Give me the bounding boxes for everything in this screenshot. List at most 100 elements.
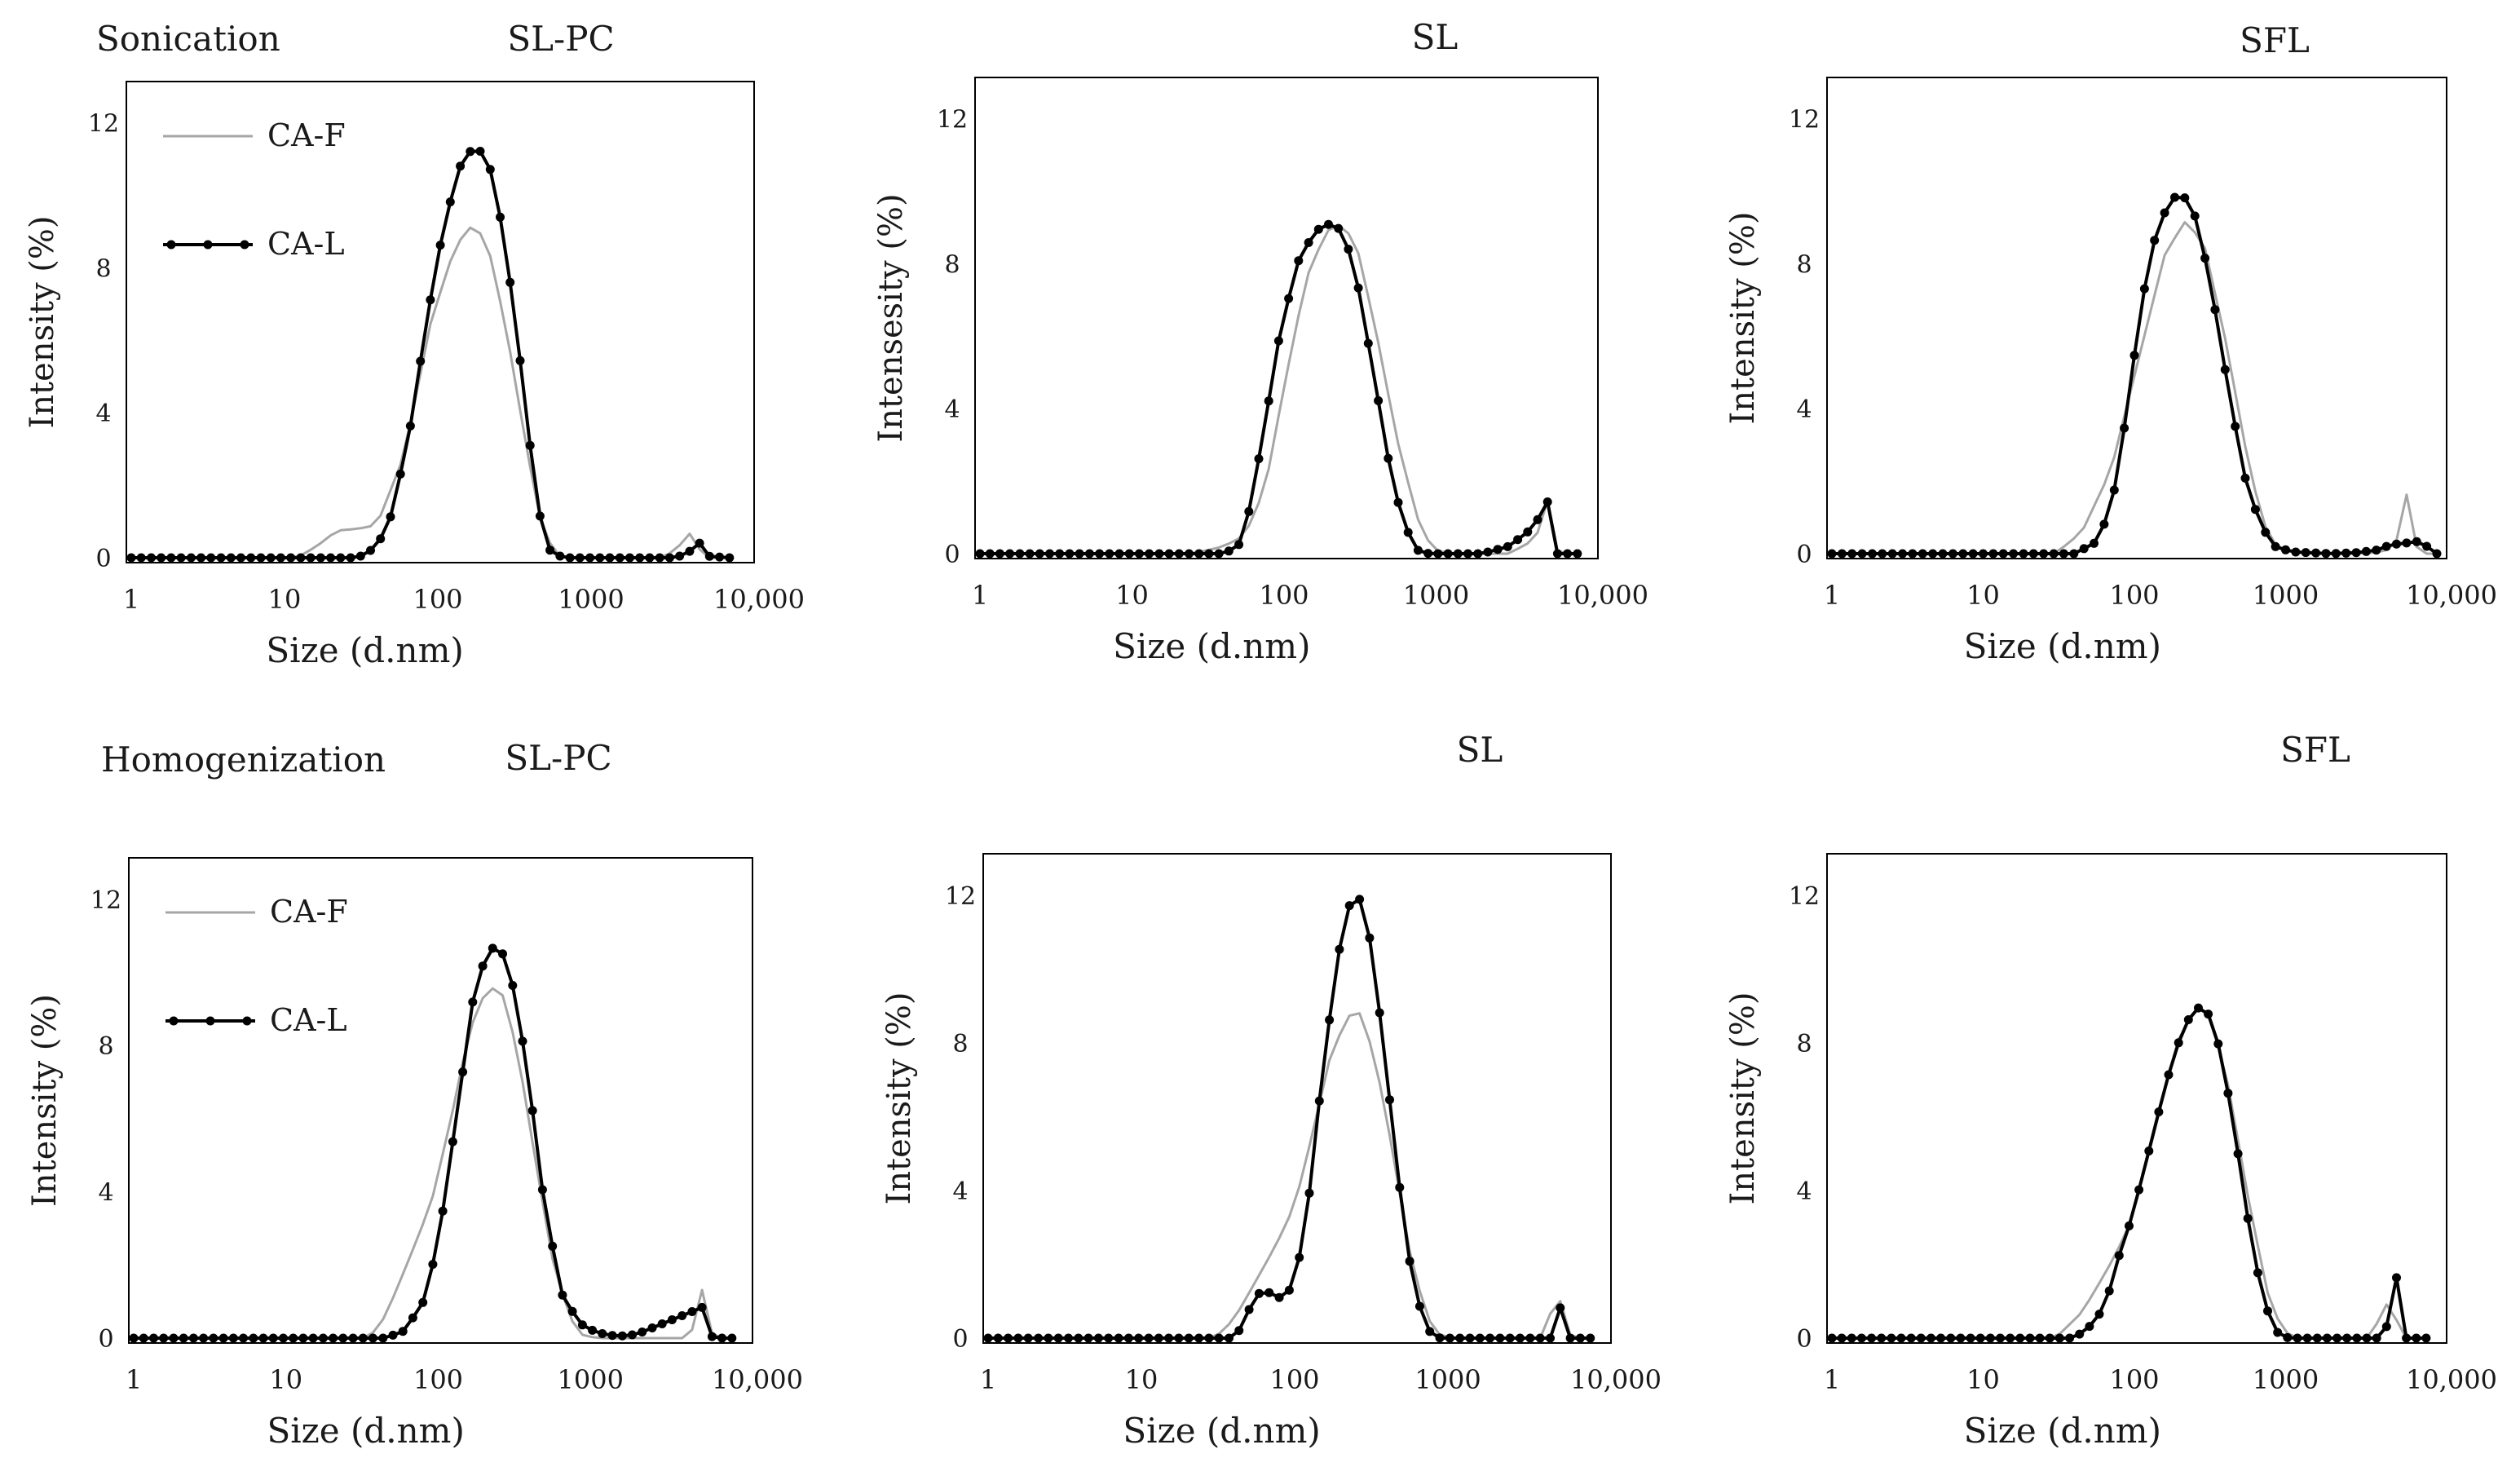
data-point-ca-l [1185, 549, 1194, 559]
data-point-ca-l [308, 1333, 318, 1343]
data-point-ca-l [985, 549, 995, 559]
y-tick-label: 0 [1796, 1325, 1812, 1354]
data-point-ca-l [993, 1333, 1003, 1343]
data-point-ca-l [369, 1333, 377, 1343]
data-point-ca-l [1013, 1333, 1023, 1343]
data-point-ca-l [1114, 1333, 1123, 1343]
data-point-ca-l [1055, 549, 1065, 559]
data-point-ca-l [1035, 549, 1044, 559]
data-point-ca-l [2361, 546, 2371, 556]
y-tick-label: 12 [945, 882, 976, 911]
data-point-ca-l [1095, 549, 1105, 559]
series-line-ca-f [1832, 1005, 2426, 1340]
data-point-ca-l [1552, 549, 1562, 559]
data-point-ca-l [2322, 1333, 2332, 1343]
data-point-ca-l [2352, 1333, 2362, 1343]
data-point-ca-l [1335, 944, 1344, 954]
data-point-ca-l [2180, 193, 2190, 203]
data-point-ca-l [1503, 541, 1512, 551]
x-tick-label: 1 [1824, 1364, 1840, 1395]
data-point-ca-l [289, 1333, 298, 1343]
data-point-ca-l [2025, 1333, 2035, 1343]
data-point-ca-l [2291, 547, 2301, 557]
y-tick-label: 0 [944, 541, 960, 569]
y-tick-label: 4 [98, 1179, 113, 1208]
data-point-ca-l [2170, 192, 2179, 202]
data-point-ca-l [129, 1333, 139, 1343]
data-point-ca-l [1513, 535, 1523, 545]
x-tick-label: 1000 [2253, 580, 2319, 611]
data-point-ca-l [169, 1333, 179, 1343]
data-point-ca-l [2243, 1213, 2253, 1223]
legend-marker-ca-l [166, 240, 176, 250]
data-point-ca-l [1575, 1333, 1585, 1343]
data-point-ca-l [1453, 549, 1463, 559]
data-point-ca-l [1857, 549, 1867, 559]
data-point-ca-l [2293, 1333, 2302, 1343]
data-point-ca-l [2099, 519, 2109, 529]
data-point-ca-l [1204, 1333, 1214, 1343]
data-point-ca-l [445, 197, 455, 207]
data-point-ca-l [266, 553, 276, 563]
data-point-ca-l [2035, 1333, 2045, 1343]
data-point-ca-l [2421, 1333, 2431, 1343]
y-tick-label: 0 [952, 1325, 968, 1354]
data-point-ca-l [475, 147, 485, 156]
data-point-ca-l [1274, 1292, 1284, 1302]
data-point-ca-l [1455, 1333, 1465, 1343]
data-point-ca-l [405, 421, 415, 431]
data-point-ca-l [2422, 541, 2432, 551]
x-tick-label: 10 [268, 584, 302, 615]
x-axis-label: Size (d.nm) [1123, 1411, 1320, 1451]
data-point-ca-l [258, 1333, 268, 1343]
data-point-ca-l [1403, 528, 1413, 537]
data-point-ca-l [416, 356, 426, 366]
data-point-ca-l [545, 546, 555, 555]
legend-marker-ca-l [242, 1016, 252, 1026]
data-point-ca-l [338, 1333, 348, 1343]
x-axis-label: Size (d.nm) [1964, 626, 2161, 666]
data-point-ca-l [1045, 549, 1054, 559]
x-tick-label: 100 [1269, 1364, 1319, 1395]
data-point-ca-l [548, 1241, 558, 1251]
data-point-ca-l [2281, 545, 2290, 554]
plot-frame [126, 81, 755, 563]
data-point-ca-l [1244, 1305, 1254, 1314]
x-tick-label: 100 [413, 1364, 463, 1395]
data-point-ca-l [577, 1320, 587, 1330]
data-point-ca-l [2039, 549, 2049, 559]
data-point-ca-l [567, 1306, 577, 1316]
data-point-ca-l [715, 552, 725, 562]
data-point-ca-l [188, 1333, 198, 1343]
data-point-ca-l [316, 553, 325, 563]
data-point-ca-l [336, 553, 346, 563]
data-point-ca-l [638, 1328, 647, 1336]
data-point-ca-l [628, 1330, 637, 1340]
data-point-ca-l [395, 469, 405, 479]
data-point-ca-l [149, 1333, 158, 1343]
data-point-ca-l [435, 241, 445, 250]
data-point-ca-l [1867, 1333, 1877, 1343]
data-point-ca-l [2059, 549, 2068, 559]
legend-marker-ca-l [203, 240, 213, 250]
data-point-ca-l [1174, 1333, 1184, 1343]
data-point-ca-l [1093, 1333, 1103, 1343]
data-point-ca-l [1956, 1333, 1966, 1343]
data-point-ca-l [2362, 1333, 2372, 1343]
data-point-ca-l [1234, 540, 1244, 550]
data-point-ca-l [1887, 549, 1897, 559]
data-point-ca-l [1114, 549, 1124, 559]
data-point-ca-l [2006, 1333, 2015, 1343]
data-point-ca-l [1353, 283, 1363, 293]
y-tick-label: 8 [944, 250, 960, 279]
y-tick-label: 4 [944, 395, 960, 424]
data-point-ca-l [2213, 1039, 2223, 1049]
data-point-ca-l [727, 1333, 737, 1343]
data-point-ca-l [508, 981, 518, 990]
data-point-ca-l [1074, 1333, 1083, 1343]
data-point-ca-l [1053, 1333, 1063, 1343]
data-point-ca-l [565, 553, 575, 563]
data-point-ca-l [1948, 549, 1957, 559]
data-point-ca-l [1304, 238, 1313, 247]
y-tick-label: 4 [1796, 395, 1812, 424]
